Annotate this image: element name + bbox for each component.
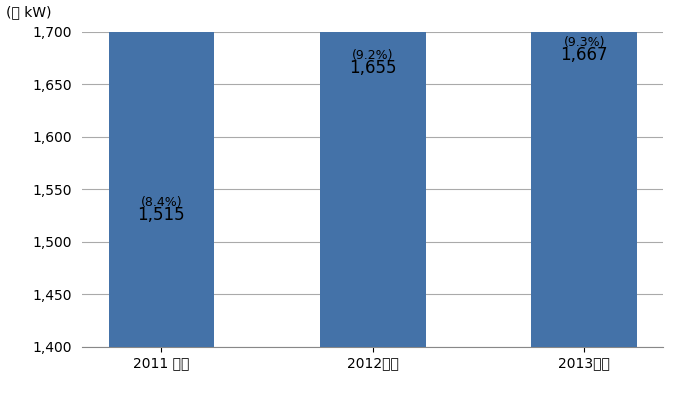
Text: 1,667: 1,667 [560, 46, 608, 64]
Text: 1,515: 1,515 [137, 206, 185, 224]
Bar [109, 0, 214, 347]
Bar [531, 0, 637, 347]
Text: (8.4%): (8.4%) [140, 196, 182, 209]
Bar [320, 0, 425, 347]
Text: (万 kW): (万 kW) [7, 5, 52, 19]
Text: 1,655: 1,655 [349, 59, 397, 77]
Text: (9.3%): (9.3%) [564, 36, 605, 49]
Text: (9.2%): (9.2%) [352, 49, 393, 62]
